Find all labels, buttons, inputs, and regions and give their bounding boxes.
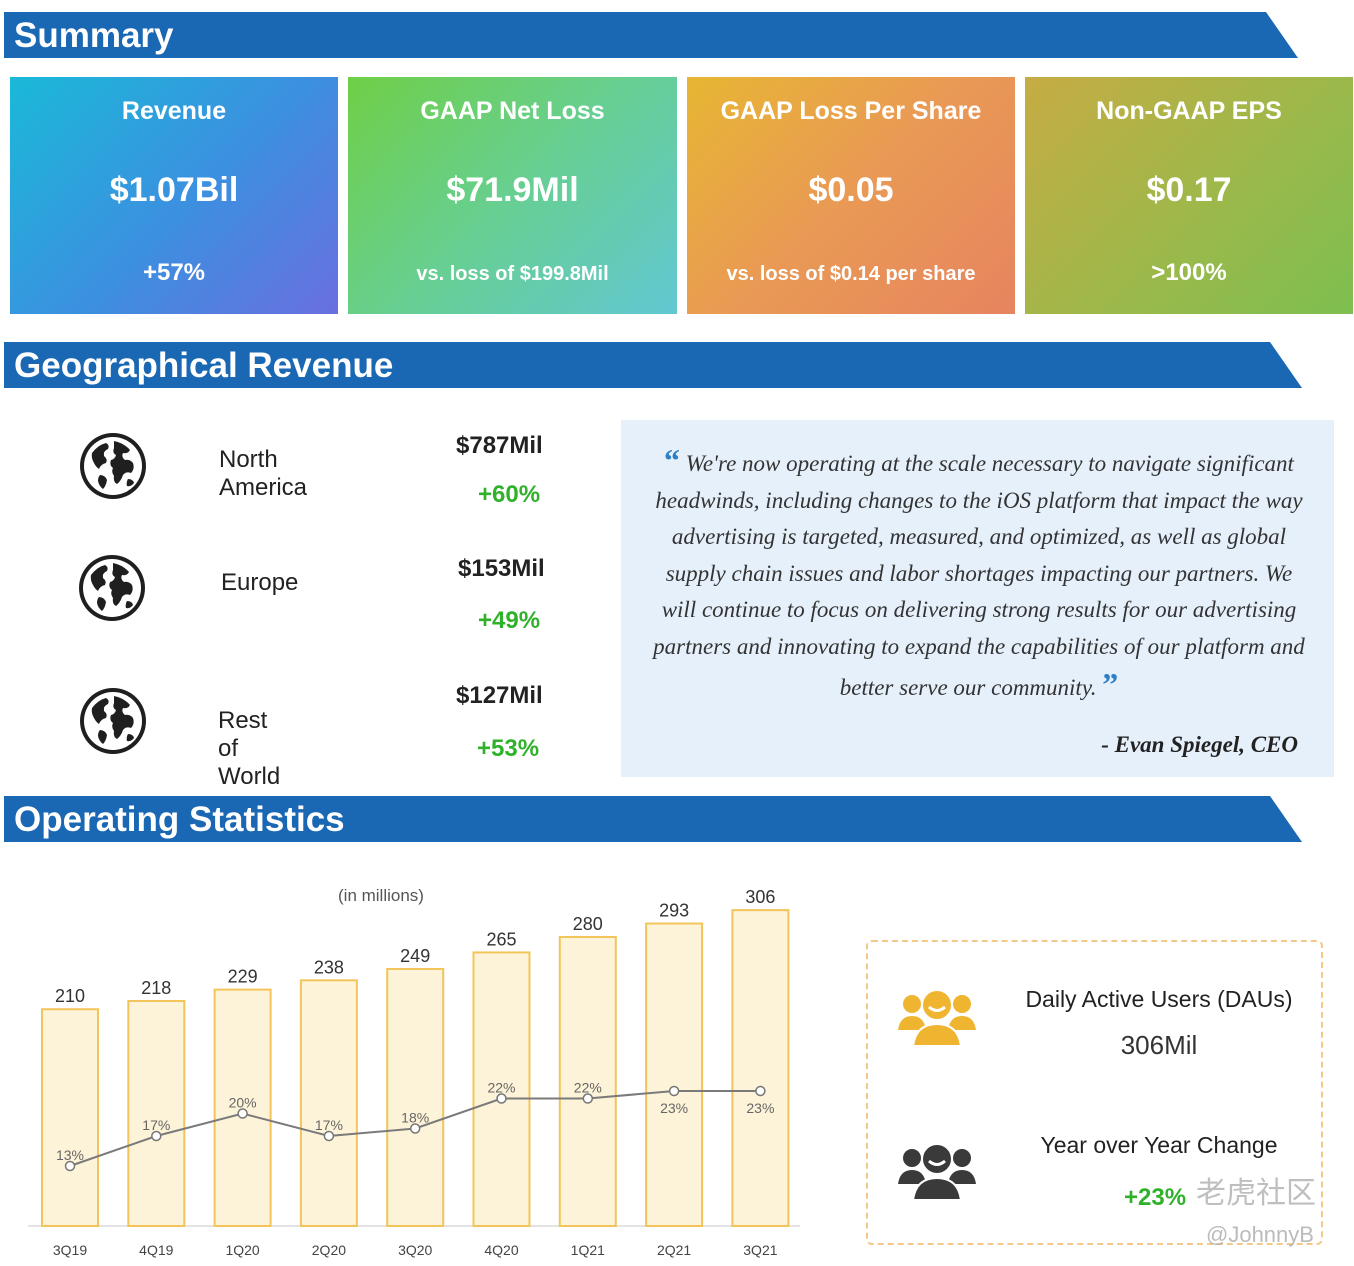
dau-value: 306Mil — [1120, 1030, 1198, 1060]
card-value: $0.05 — [808, 171, 894, 209]
yoy-point-label: 22% — [487, 1080, 515, 1096]
yoy-point — [323, 1130, 335, 1142]
bar — [213, 988, 272, 1227]
yoy-point-label: 17% — [142, 1117, 170, 1133]
yoy-point — [582, 1093, 594, 1104]
card-sub: +57% — [142, 259, 206, 286]
card-sub: >100% — [1151, 259, 1227, 286]
region-growth: +60% — [478, 481, 541, 508]
summary-header-ribbon — [4, 12, 1298, 58]
bar-value-label: 265 — [486, 929, 516, 949]
card-loss-per-share: GAAP Loss Per Share $0.05 vs. loss of $0… — [687, 77, 1015, 314]
card-title: GAAP Loss Per Share — [720, 97, 982, 125]
dau-summary-box: Daily Active Users (DAUs) 306Mil Year ov… — [866, 940, 1323, 1245]
yoy-point — [755, 1085, 766, 1097]
region-growth: +53% — [477, 735, 540, 762]
globe-icon — [78, 431, 148, 501]
bar — [558, 935, 617, 1227]
watermark-handle: @JohnnyB — [1206, 1222, 1314, 1247]
x-tick-label: 3Q19 — [53, 1242, 87, 1258]
yoy-point — [151, 1130, 162, 1142]
yoy-point-label: 20% — [229, 1095, 257, 1111]
bar-value-label: 210 — [55, 986, 85, 1006]
bar — [731, 909, 790, 1228]
chart-unit-note: (in millions) — [338, 886, 424, 905]
yoy-point — [496, 1093, 507, 1104]
region-name: Europe — [221, 569, 299, 596]
yoy-point — [409, 1123, 421, 1134]
card-value: $1.07Bil — [109, 171, 239, 209]
yoy-point-label: 17% — [315, 1117, 343, 1133]
card-title: Revenue — [121, 97, 227, 125]
dau-label: Daily Active Users (DAUs) — [1025, 986, 1293, 1012]
yoy-point-label: 23% — [746, 1100, 774, 1116]
bar — [299, 979, 358, 1227]
card-revenue: Revenue $1.07Bil +57% — [10, 77, 338, 314]
quote-text-block: “ We're now operating at the scale neces… — [649, 442, 1309, 706]
quote-text: We're now operating at the scale necessa… — [653, 451, 1305, 700]
bar-value-label: 280 — [573, 914, 603, 934]
bar — [386, 967, 445, 1227]
quote-author: - Evan Spiegel, CEO — [1101, 732, 1298, 757]
yoy-point-label: 23% — [660, 1100, 688, 1116]
card-value: $71.9Mil — [446, 171, 579, 209]
bar-value-label: 306 — [745, 887, 775, 907]
ops-header-ribbon — [4, 796, 1302, 842]
region-value: $127Mil — [456, 682, 543, 709]
x-tick-label: 1Q20 — [225, 1242, 259, 1258]
region-name: North America — [219, 446, 308, 501]
bar-value-label: 249 — [400, 946, 430, 966]
yoy-point — [668, 1085, 680, 1097]
users-icon-dark — [898, 1143, 976, 1201]
region-value: $787Mil — [456, 432, 543, 459]
globe-icon — [77, 553, 147, 623]
card-title: GAAP Net Loss — [420, 97, 605, 125]
bar-value-label: 229 — [228, 967, 258, 987]
yoy-point — [64, 1160, 76, 1172]
ops-title: Operating Statistics — [14, 800, 345, 839]
ceo-quote-box: “ We're now operating at the scale neces… — [621, 420, 1334, 777]
yoy-point-label: 13% — [56, 1147, 84, 1163]
yoy-label: Year over Year Change — [1040, 1132, 1278, 1158]
dau-bar-chart: 210 3Q19 218 4Q19 229 1Q20 238 2Q20 249 3Q20 265 4Q… — [28, 887, 800, 1258]
x-tick-label: 4Q20 — [484, 1242, 518, 1258]
x-tick-label: 2Q21 — [657, 1242, 691, 1258]
x-tick-label: 4Q19 — [139, 1242, 173, 1258]
bar-value-label: 238 — [314, 957, 344, 977]
geo-header: Geographical Revenue — [4, 342, 1304, 388]
x-tick-label: 2Q20 — [312, 1242, 346, 1258]
open-quote-icon: “ — [664, 442, 681, 478]
bar — [645, 922, 704, 1227]
card-title: Non-GAAP EPS — [1096, 97, 1282, 125]
yoy-point-label: 22% — [574, 1080, 602, 1096]
card-sub: vs. loss of $199.8Mil — [416, 263, 609, 285]
summary-header: Summary — [4, 12, 1300, 58]
geo-header-ribbon — [4, 342, 1302, 388]
bar — [41, 1008, 99, 1227]
bar — [127, 999, 186, 1227]
summary-title: Summary — [14, 16, 174, 55]
globe-icon — [78, 686, 148, 756]
yoy-point — [237, 1108, 248, 1119]
yoy-value: +23% — [1124, 1184, 1187, 1211]
card-non-gaap-eps: Non-GAAP EPS $0.17 >100% — [1025, 77, 1353, 314]
card-sub: vs. loss of $0.14 per share — [726, 263, 976, 285]
region-name: Rest of World — [218, 707, 281, 790]
bar — [472, 951, 531, 1228]
x-tick-label: 1Q21 — [571, 1242, 605, 1258]
region-value: $153Mil — [458, 555, 545, 582]
close-quote-icon: ” — [1102, 665, 1119, 702]
geo-title: Geographical Revenue — [14, 346, 394, 385]
card-net-loss: GAAP Net Loss $71.9Mil vs. loss of $199.… — [348, 77, 677, 314]
card-value: $0.17 — [1146, 171, 1232, 209]
x-tick-label: 3Q21 — [743, 1242, 777, 1258]
region-growth: +49% — [478, 607, 541, 634]
bar-value-label: 218 — [141, 978, 171, 998]
ops-header: Operating Statistics — [4, 796, 1304, 842]
watermark-text: 老虎社区 — [1196, 1177, 1316, 1210]
users-icon-gold — [898, 989, 976, 1047]
x-tick-label: 3Q20 — [398, 1242, 432, 1258]
bar-value-label: 293 — [659, 901, 689, 921]
yoy-point-label: 18% — [401, 1110, 429, 1126]
